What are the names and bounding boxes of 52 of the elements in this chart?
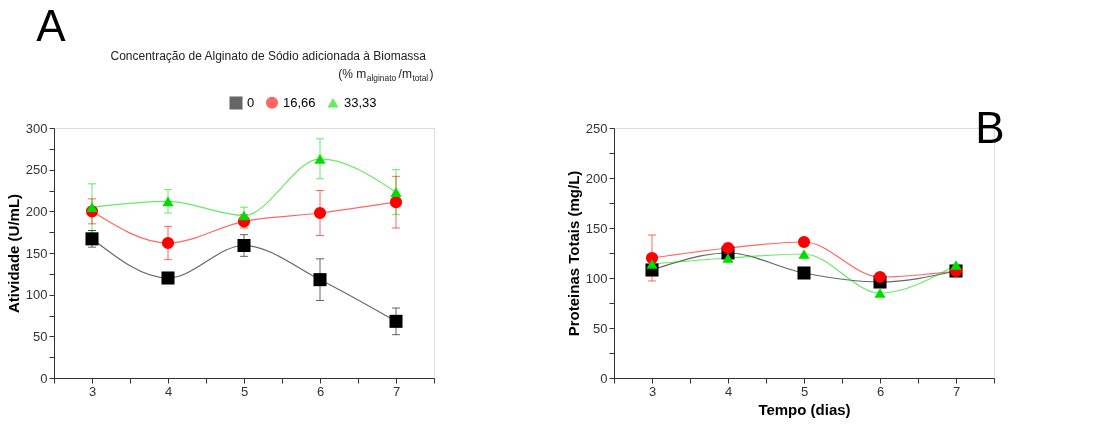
- x-tick-label: 5: [240, 383, 249, 399]
- y-tick-label: 0: [40, 370, 48, 386]
- y-tick-label: 150: [25, 245, 48, 261]
- y-tick-label: 250: [585, 120, 608, 136]
- point: [313, 206, 327, 220]
- point: [646, 259, 658, 269]
- x-tick-label: 3: [648, 383, 657, 399]
- y-tick-label: 50: [33, 328, 48, 344]
- y-tick-label: 150: [585, 220, 608, 236]
- legend-label: 0: [247, 95, 255, 110]
- legend-label: 16,66: [283, 94, 316, 110]
- point: [390, 187, 402, 198]
- point: [797, 266, 811, 280]
- x-tick-label: 4: [724, 383, 733, 399]
- point: [161, 271, 175, 285]
- y-tick-label: 250: [25, 162, 48, 178]
- point: [950, 260, 962, 270]
- point: [314, 153, 326, 164]
- point: [161, 236, 175, 250]
- chart-title: B: [975, 103, 1005, 152]
- x-tick-label: 6: [316, 383, 325, 399]
- point: [798, 249, 810, 259]
- x-tick-label: 3: [88, 383, 97, 399]
- x-tick-label: 4: [164, 383, 173, 399]
- point: [238, 210, 250, 221]
- y-tick-label: 200: [585, 170, 608, 186]
- y-tick-label: 100: [585, 270, 608, 286]
- point: [237, 238, 251, 253]
- y-tick-label: 50: [593, 320, 608, 336]
- point: [389, 196, 403, 209]
- point: [162, 196, 174, 207]
- y-tick-label: 300: [25, 120, 48, 136]
- point: [86, 202, 98, 213]
- point: [873, 270, 887, 284]
- y-tick-label: 0: [600, 370, 608, 386]
- point: [313, 273, 327, 287]
- x-tick-label: 7: [392, 383, 401, 399]
- y-tick-label: 200: [25, 203, 48, 219]
- point: [389, 314, 403, 328]
- y-tick-label: 100: [25, 287, 48, 303]
- y-axis-title: Atividade (U/mL): [4, 193, 22, 314]
- point: [722, 253, 734, 263]
- point: [721, 241, 735, 255]
- x-axis-title: Tempo (dias): [758, 400, 851, 418]
- chart-title: A: [36, 1, 67, 50]
- point: [874, 288, 886, 298]
- x-tick-label: 6: [876, 383, 885, 399]
- point: [797, 235, 811, 249]
- legend-label: 33,33: [344, 94, 377, 110]
- y-axis-title: Proteinas Totais (mg/L): [564, 170, 582, 337]
- x-tick-label: 5: [800, 383, 809, 399]
- x-tick-label: 7: [952, 383, 961, 399]
